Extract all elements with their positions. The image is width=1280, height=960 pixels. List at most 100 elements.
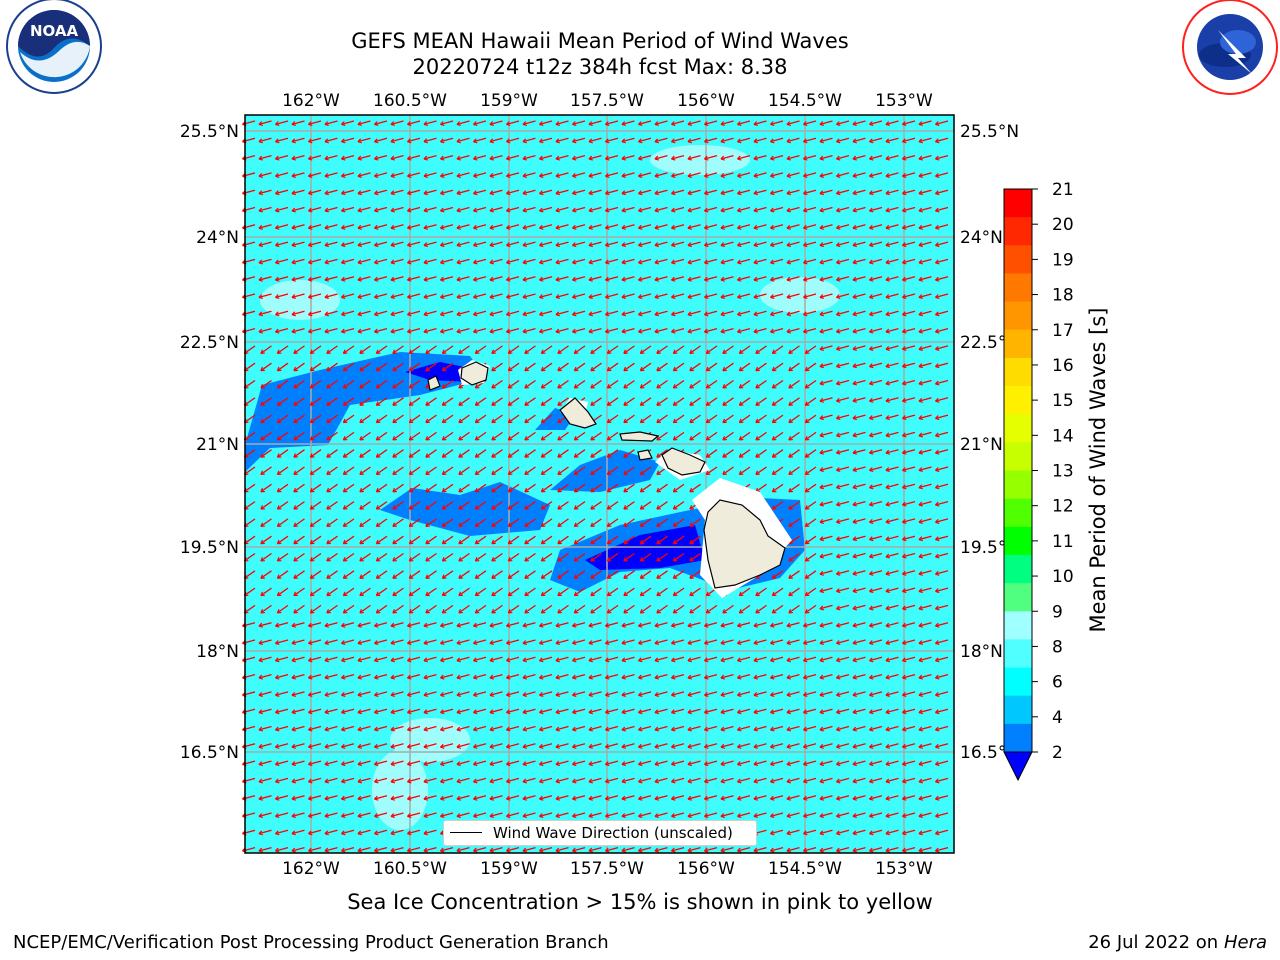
wind-wave-arrowhead [722,349,727,354]
wind-wave-arrow [540,587,553,597]
wind-wave-arrow [771,483,784,493]
wind-wave-arrow [423,206,437,212]
wind-wave-arrowhead [440,328,445,334]
wind-wave-arrow [522,258,536,264]
wind-wave-arrowhead [506,657,511,663]
wind-wave-arrow [935,362,949,368]
wind-wave-arrow [704,846,718,852]
wind-wave-arrow [638,846,652,852]
wind-wave-arrowhead [374,795,379,801]
wind-wave-arrowhead [524,539,529,545]
wind-wave-arrowhead [770,657,775,663]
wind-wave-arrowhead [687,155,692,161]
wind-wave-arrow [588,743,602,748]
wind-wave-arrow [324,777,338,783]
wind-wave-arrow [507,379,520,389]
wind-wave-arrow [836,483,850,489]
wind-wave-arrowhead [638,155,643,161]
wind-wave-arrowhead [638,224,643,230]
wind-wave-arrowhead [788,557,793,562]
wind-wave-arrowhead [342,608,348,614]
wind-wave-arrow [308,691,322,696]
wind-wave-arrow [656,483,668,493]
wind-wave-arrowhead [786,155,791,161]
wind-wave-arrowhead [308,674,313,680]
wind-wave-arrowhead [656,505,661,510]
wind-wave-arrow [621,293,635,298]
wind-wave-arrowhead [357,190,362,196]
wind-wave-arrowhead [392,366,397,372]
wind-wave-arrow [275,639,289,644]
wind-wave-arrowhead [935,709,940,715]
wind-wave-arrow [605,691,619,696]
wind-wave-arrow [804,518,817,527]
wind-wave-arrow [456,276,470,281]
wind-wave-arrowhead [804,384,810,389]
wind-wave-arrow [573,570,586,579]
wind-wave-arrow [440,327,454,333]
wind-wave-arrow [654,310,668,316]
wind-wave-arrowhead [489,847,494,853]
wind-wave-arrow [441,552,454,562]
wind-wave-arrowhead [689,557,694,562]
wind-wave-arrowhead [359,608,364,614]
wind-wave-arrow [491,518,503,527]
wind-wave-arrow [705,345,718,354]
wind-wave-arrow [689,535,701,545]
wind-wave-arrowhead [605,138,610,144]
wind-wave-arrowhead [291,691,296,697]
wind-wave-arrowhead [935,380,940,386]
colorbar-tick-label: 11 [1052,532,1074,552]
wind-wave-arrow [770,760,784,766]
wind-wave-arrow [935,345,949,350]
wind-wave-arrowhead [786,726,791,732]
wind-wave-arrowhead [275,155,280,161]
wind-wave-arrowhead [935,778,940,784]
wind-wave-arrow [687,189,701,195]
wind-wave-arrowhead [852,276,857,282]
wind-wave-arrow [918,846,932,852]
wind-wave-arrowhead [506,795,511,801]
wind-wave-arrow [359,449,371,458]
wind-wave-arrowhead [359,418,364,424]
wind-wave-arrowhead [341,778,346,784]
wind-wave-arrowhead [506,172,511,178]
wind-wave-arrowhead [260,453,265,458]
wind-wave-arrowhead [737,328,742,334]
wind-wave-arrowhead [590,608,595,614]
wind-wave-arrowhead [836,553,841,559]
wind-wave-arrow [474,397,487,406]
wind-wave-arrowhead [590,453,595,458]
wind-wave-arrow [803,120,817,125]
wind-wave-arrow [357,206,371,212]
wind-wave-arrowhead [524,557,529,562]
wind-wave-arrow [357,293,371,298]
wind-wave-arrowhead [473,691,478,697]
wind-wave-arrow [342,449,355,458]
wind-wave-arrowhead [803,224,808,230]
wind-wave-arrowhead [671,726,676,732]
period-region-blue [550,450,660,492]
wind-wave-arrowhead [672,539,678,545]
wind-wave-arrowhead [605,242,610,248]
wind-wave-arrowhead [687,328,692,334]
wind-wave-arrow [539,777,553,783]
wind-wave-arrow [441,535,454,545]
wind-wave-arrowhead [573,557,579,562]
wind-wave-arrowhead [804,453,810,458]
wind-wave-arrow [374,172,388,177]
wind-wave-arrowhead [425,608,430,614]
wind-wave-arrow [836,518,850,523]
wind-wave-arrowhead [308,155,313,161]
wind-wave-arrowhead [639,418,645,424]
colorbar-segment [1004,470,1032,500]
wind-wave-arrowhead [456,138,461,144]
wind-wave-arrow [491,345,503,354]
wind-wave-arrowhead [573,435,579,441]
wind-wave-arrow [770,172,784,177]
wind-wave-arrow [621,673,635,679]
wind-wave-arrow [524,362,536,372]
wind-wave-arrow [638,310,652,316]
wind-wave-arrowhead [852,640,857,646]
wind-wave-arrow [638,137,652,143]
